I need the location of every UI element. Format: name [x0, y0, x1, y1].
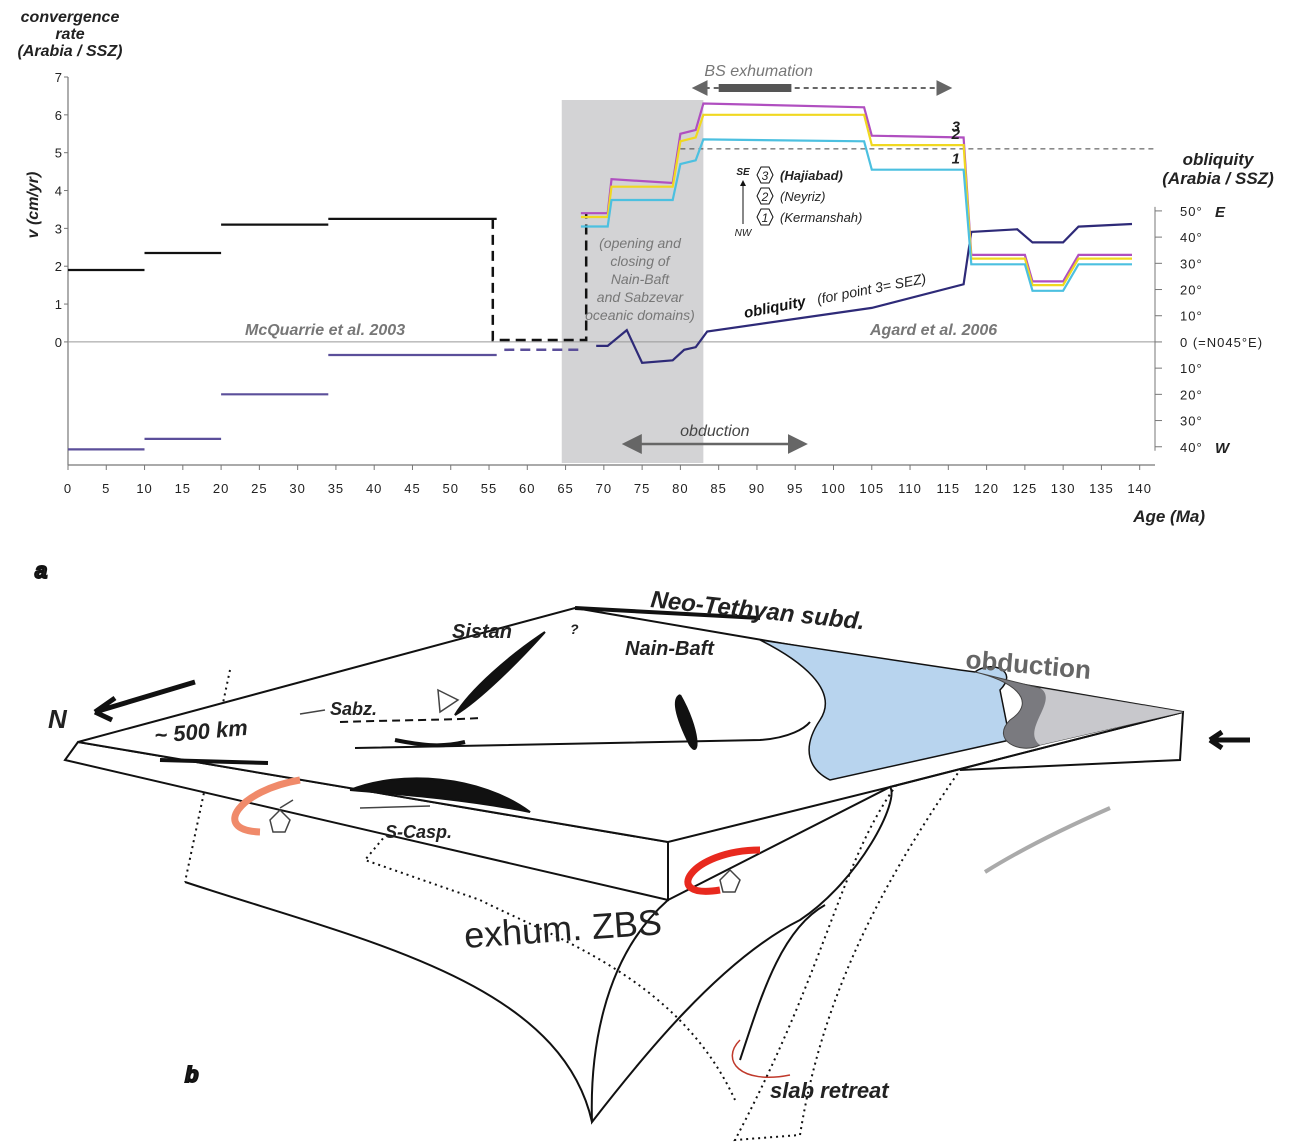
star	[270, 810, 290, 832]
y2-tick-label: 50°	[1180, 204, 1203, 219]
x-tick-label: 80	[672, 481, 688, 496]
obduction-zone	[1034, 688, 1183, 745]
y2-east: E	[1215, 204, 1226, 221]
x-tick-label: 30	[289, 481, 305, 496]
x-tick-label: 125	[1013, 481, 1038, 496]
x-tick-label: 15	[175, 481, 191, 496]
y2-tick-label: 30°	[1180, 414, 1203, 429]
x-tick-label: 65	[557, 481, 573, 496]
label: Sabz.	[330, 699, 377, 719]
y-tick-label: 4	[55, 184, 62, 199]
panel-label: b	[185, 1062, 198, 1087]
annotation: and Sabzevar	[597, 289, 685, 305]
diagram-b: a b Neo-Tethyan subd.	[35, 440, 1250, 1140]
series-label: 1	[952, 151, 960, 168]
x-tick-label: 5	[102, 481, 110, 496]
figure: 0123456705101520253035404550556065707580…	[0, 0, 1301, 1142]
label: exhum. ZBS	[463, 901, 663, 956]
label: Nain-Baft	[625, 638, 715, 660]
annotation: (for point 3= SEZ)	[816, 270, 928, 307]
label: N	[48, 704, 68, 734]
x-tick-label: 130	[1051, 481, 1076, 496]
convergence-arrow	[1210, 732, 1250, 748]
y2-title: (Arabia / SSZ)	[1162, 169, 1274, 188]
x-tick-label: 50	[443, 481, 459, 496]
y2-west: W	[1215, 440, 1231, 457]
y-title: rate	[55, 26, 84, 43]
panel-label: a	[35, 558, 47, 583]
label: ?	[570, 621, 579, 637]
y-tick-label: 3	[55, 221, 62, 236]
annotation: closing of	[610, 253, 671, 269]
y-tick-label: 6	[55, 108, 62, 123]
point-number: 3	[762, 169, 769, 183]
point-label: (Neyriz)	[780, 189, 826, 204]
x-tick-label: 100	[821, 481, 846, 496]
annotation: (opening and	[599, 235, 682, 251]
annotation: obduction	[680, 423, 749, 440]
y-tick-label: 2	[55, 259, 62, 274]
annotation: BS exhumation	[704, 63, 813, 80]
x-tick-label: 55	[481, 481, 497, 496]
point-number: 1	[762, 211, 769, 225]
direction: NW	[735, 228, 753, 239]
y-tick-label: 5	[55, 146, 62, 161]
x-tick-label: 70	[596, 481, 612, 496]
annotation: oceanic domains)	[585, 307, 695, 323]
series-label: 2	[951, 126, 961, 143]
label: Sistan	[452, 621, 512, 643]
label: slab retreat	[770, 1078, 890, 1103]
y-tick-label: 0	[55, 335, 62, 350]
x-tick-label: 90	[749, 481, 765, 496]
x-tick-label: 40	[366, 481, 382, 496]
label: S-Casp.	[385, 822, 452, 842]
x-tick-label: 75	[634, 481, 650, 496]
slab-line	[740, 905, 825, 1060]
x-tick-label: 115	[936, 481, 960, 496]
x-tick-label: 20	[213, 481, 229, 496]
x-tick-label: 110	[898, 481, 922, 496]
x-tick-label: 0	[64, 481, 72, 496]
y-tick-label: 1	[55, 297, 62, 312]
x-tick-label: 85	[710, 481, 726, 496]
y2-tick-label: 20°	[1180, 387, 1203, 402]
y2-tick-label: 40°	[1180, 440, 1203, 455]
x-tick-label: 120	[974, 481, 999, 496]
star	[720, 870, 740, 892]
x-tick-label: 60	[519, 481, 535, 496]
annotation: Nain-Baft	[611, 271, 670, 287]
x-tick-label: 10	[136, 481, 152, 496]
x-tick-label: 25	[251, 481, 267, 496]
point-label: (Kermanshah)	[780, 210, 862, 225]
y-label: v (cm/yr)	[25, 172, 42, 239]
x-tick-label: 140	[1127, 481, 1152, 496]
annotation: Agard et al. 2006	[869, 322, 997, 339]
x-tick-label: 35	[328, 481, 344, 496]
series-line	[68, 355, 497, 449]
y-title: convergence	[21, 9, 120, 26]
y-tick-label: 7	[55, 70, 62, 85]
x-tick-label: 95	[787, 481, 803, 496]
y2-tick-label: 30°	[1180, 256, 1203, 271]
y2-tick-label: 10°	[1180, 361, 1203, 376]
y2-tick-label: 40°	[1180, 230, 1203, 245]
series-line	[68, 219, 497, 270]
y2-tick-label: 20°	[1180, 283, 1203, 298]
direction: SE	[736, 167, 750, 178]
point-label: (Hajiabad)	[780, 168, 843, 183]
x-tick-label: 45	[404, 481, 420, 496]
x-label: Age (Ma)	[1132, 507, 1205, 526]
point-number: 2	[761, 190, 769, 204]
y-title: (Arabia / SSZ)	[18, 43, 123, 60]
x-tick-label: 105	[859, 481, 884, 496]
x-tick-label: 135	[1089, 481, 1114, 496]
slab-motion-arrow	[985, 808, 1110, 872]
y2-tick-label: 10°	[1180, 309, 1203, 324]
y2-tick-label: 0 (=N045°E)	[1180, 335, 1263, 350]
annotation: McQuarrie et al. 2003	[245, 322, 405, 339]
y2-title: obliquity	[1183, 150, 1255, 169]
